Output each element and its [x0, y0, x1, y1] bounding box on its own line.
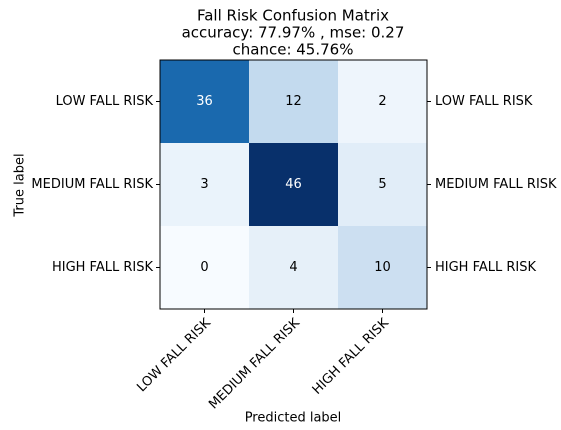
cell-label: 46	[285, 177, 302, 192]
cell	[338, 226, 427, 309]
cell	[160, 143, 249, 226]
y-tick-label-right: LOW FALL RISK	[435, 94, 533, 109]
x-tick-label: HIGH FALL RISK	[310, 315, 392, 397]
x-tick-label: LOW FALL RISK	[134, 315, 214, 395]
chart-title: Fall Risk Confusion Matrix	[197, 7, 389, 25]
cell	[338, 60, 427, 143]
y-tick-label-right: HIGH FALL RISK	[435, 260, 537, 275]
cell	[160, 60, 249, 143]
cell	[249, 226, 338, 309]
cell	[249, 60, 338, 143]
y-tick-label: HIGH FALL RISK	[52, 260, 154, 275]
cell-label: 2	[378, 94, 386, 109]
chart-subtitle: chance: 45.76%	[233, 41, 354, 59]
cell-label: 36	[196, 94, 213, 109]
cell-label: 12	[285, 94, 302, 109]
cell-label: 3	[200, 177, 208, 192]
x-axis-label: Predicted label	[245, 411, 342, 426]
cell-label: 4	[289, 260, 297, 275]
x-tick-label: MEDIUM FALL RISK	[206, 315, 303, 412]
chart-subtitle: accuracy: 77.97% , mse: 0.27	[182, 24, 405, 42]
y-tick-label: LOW FALL RISK	[56, 94, 154, 109]
cell	[160, 226, 249, 309]
cell	[249, 143, 338, 226]
cell	[338, 143, 427, 226]
y-tick-label-right: MEDIUM FALL RISK	[435, 177, 557, 192]
cell-label: 10	[374, 260, 391, 275]
cell-label: 5	[378, 177, 386, 192]
cell-label: 0	[200, 260, 208, 275]
y-tick-label: MEDIUM FALL RISK	[31, 177, 153, 192]
y-axis-label: True label	[13, 153, 28, 217]
